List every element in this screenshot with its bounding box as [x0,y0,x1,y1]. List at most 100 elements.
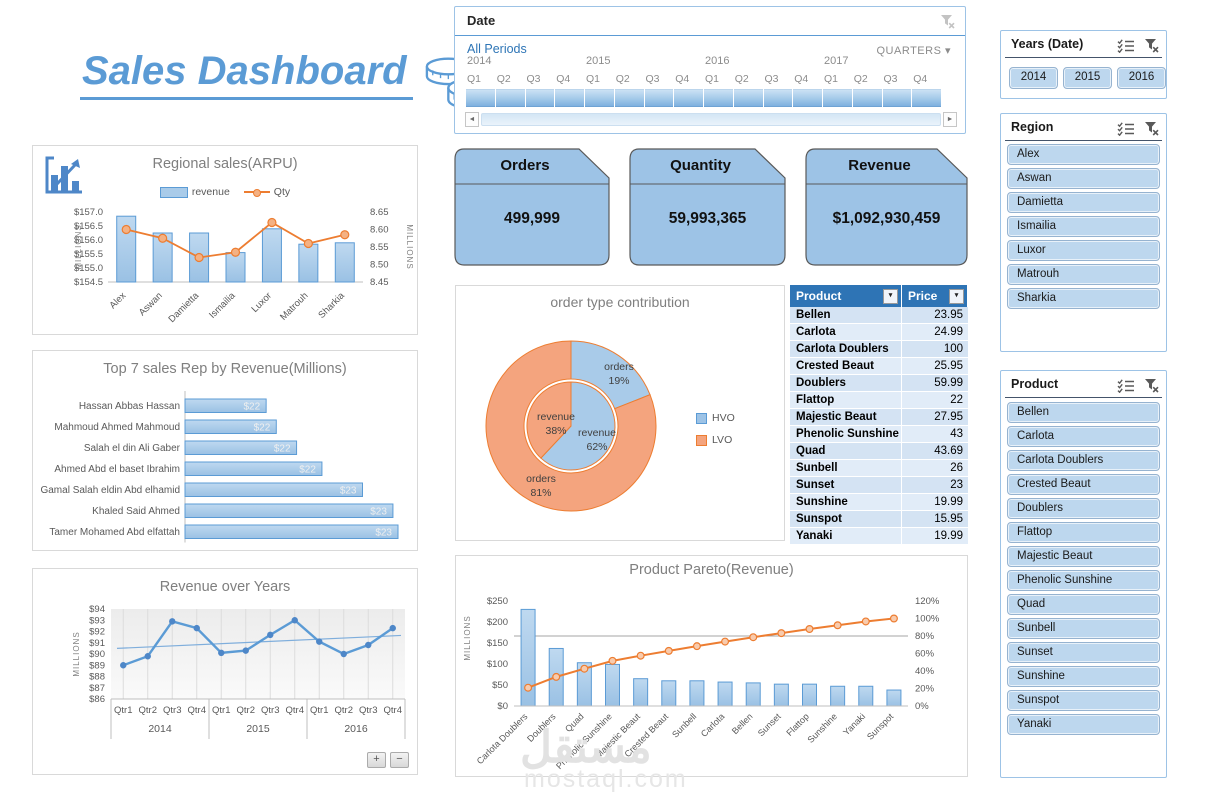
price-cell: 43 [950,428,963,440]
clear-filter-icon[interactable] [1144,121,1159,136]
bar [116,215,137,283]
right-axis-tick: 0% [915,701,929,712]
category-label: Bellen [730,711,755,736]
rep-name-label: Mahmoud Ahmed Mahmoud [54,422,180,433]
slicer-item-2016[interactable]: 2016 [1117,67,1166,89]
legend-item-revenue: revenue [159,186,230,198]
slicer-item-doublers[interactable]: Doublers [1007,498,1160,519]
slicer-item-sunset[interactable]: Sunset [1007,642,1160,663]
timeline-quarter-label: Q3 [883,73,898,85]
slicer-item-matrouh[interactable]: Matrouh [1007,264,1160,285]
timeline-quarter-segment[interactable] [793,89,822,107]
quarter-label: Qtr3 [163,705,181,716]
timeline-quarter-segment[interactable] [912,89,941,107]
multi-select-icon[interactable] [1117,38,1135,53]
slicer-item-phenolic-sunshine[interactable]: Phenolic Sunshine [1007,570,1160,591]
marker [218,649,225,657]
timeline-quarter-segment[interactable] [555,89,584,107]
bar [184,419,277,434]
header-divider [1005,397,1162,398]
slicer-item-aswan[interactable]: Aswan [1007,168,1160,189]
scroll-left-button[interactable]: ◄ [465,112,479,127]
slicer-item-sunspot[interactable]: Sunspot [1007,690,1160,711]
timeline-selection-bar[interactable] [466,89,942,107]
timeline-scrollbar[interactable]: ◄ ► [465,112,957,127]
timeline-period-label[interactable]: All Periods [467,42,527,56]
bar [184,461,323,476]
marker [580,664,589,673]
left-axis-tick: $100 [487,659,508,670]
timeline-quarter-segment[interactable] [704,89,733,107]
clear-filter-icon[interactable] [1144,38,1159,53]
clear-filter-icon[interactable] [1144,378,1159,393]
quarter-label: Qtr2 [139,705,157,716]
kpi-value: 59,993,365 [668,210,747,227]
slicer-item-majestic-beaut[interactable]: Majestic Beaut [1007,546,1160,567]
price-cell: 15.95 [934,513,963,525]
legend-swatch-bar [159,186,188,198]
timeline-quarter-label: Q2 [734,73,749,85]
timeline-quarter-segment[interactable] [495,89,525,107]
slicer-item-quad[interactable]: Quad [1007,594,1160,615]
timeline-zoom-controls: + − [367,752,409,768]
timeline-quarter-segment[interactable] [674,89,703,107]
marker [242,647,249,654]
category-label: Alex [107,290,128,311]
bar [689,680,705,707]
slicer-item-luxor[interactable]: Luxor [1007,240,1160,261]
marker [303,238,313,249]
timeline-quarter-segment[interactable] [525,89,555,107]
left-axis-tick: $156.0 [74,235,103,246]
slicer-item-2015[interactable]: 2015 [1063,67,1112,89]
slicer-item-ismailia[interactable]: Ismailia [1007,216,1160,237]
slicer-item-sharkia[interactable]: Sharkia [1007,288,1160,309]
table-row: Sunshine 19.99 [790,494,968,511]
multi-select-icon[interactable] [1117,121,1135,136]
timeline-quarter-segment[interactable] [585,89,614,107]
right-axis-tick: 8.55 [370,242,389,253]
scrollbar-track[interactable] [481,113,941,126]
line-series [122,618,394,667]
slicer-item-carlota[interactable]: Carlota [1007,426,1160,447]
timeline-quarter-segment[interactable] [763,89,793,107]
slicer-item-bellen[interactable]: Bellen [1007,402,1160,423]
timeline-quarter-segment[interactable] [733,89,763,107]
filter-dropdown-icon[interactable]: ▾ [883,289,898,304]
zoom-out-button[interactable]: − [390,752,409,768]
timeline-granularity-dropdown[interactable]: QUARTERS ▾ [876,44,951,57]
bar [717,681,733,707]
slicer-item-damietta[interactable]: Damietta [1007,192,1160,213]
zoom-in-button[interactable]: + [367,752,386,768]
clear-filter-icon[interactable] [940,14,955,29]
right-axis-title: MILLIONS [405,224,414,269]
top7-sales-rep-chart: Hassan Abbas Hassan $22 Mahmoud Ahmed Mahm… [40,391,399,543]
slicer-item-sunshine[interactable]: Sunshine [1007,666,1160,687]
slicer-item-2014[interactable]: 2014 [1009,67,1058,89]
marker [230,247,241,257]
scroll-right-button[interactable]: ► [943,112,957,127]
category-label: Aswan [137,290,165,318]
product-cell: Sunshine [790,494,902,510]
slicer-item-carlota-doublers[interactable]: Carlota Doublers [1007,450,1160,471]
inner-slice-lvo-revenue [526,381,572,459]
timeline-quarter-segment[interactable] [882,89,912,107]
slicer-item-crested-beaut[interactable]: Crested Beaut [1007,474,1160,495]
timeline-quarter-segment[interactable] [614,89,644,107]
multi-select-icon[interactable] [1117,378,1135,393]
timeline-quarter-segment[interactable] [466,89,495,107]
slicer-item-alex[interactable]: Alex [1007,144,1160,165]
slicer-item-yanaki[interactable]: Yanaki [1007,714,1160,735]
right-axis-tick: 40% [915,666,935,677]
slicer-item-sunbell[interactable]: Sunbell [1007,618,1160,639]
marker [144,653,151,660]
slicer-item-flattop[interactable]: Flattop [1007,522,1160,543]
category-label: Quad [563,711,586,734]
quarter-label: Qtr2 [237,705,255,716]
bar [633,678,649,707]
timeline-quarter-segment[interactable] [852,89,882,107]
y-axis-tick: $94 [89,604,105,615]
filter-dropdown-icon[interactable]: ▾ [949,289,964,304]
timeline-quarter-segment[interactable] [644,89,674,107]
timeline-quarter-segment[interactable] [823,89,852,107]
left-axis-title: MILLIONS [463,615,472,660]
